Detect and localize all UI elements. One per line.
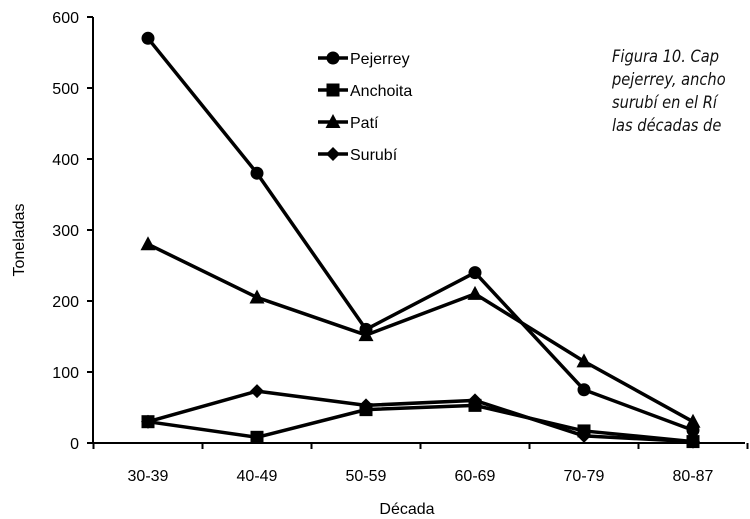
caption-line: Figura 10. Cap (612, 47, 719, 67)
chart-legend: Pejerrey Anchoita Patí Surubí (318, 51, 412, 164)
data-point (468, 393, 482, 408)
legend-item: Patí (318, 114, 379, 132)
data-point (358, 327, 374, 342)
data-point (250, 384, 264, 399)
data-point (576, 353, 592, 368)
figure-caption: Figura 10. Cap pejerrey, ancho surubí en… (612, 46, 750, 138)
y-axis-ticks: 0 100 200 300 400 500 600 (52, 10, 93, 453)
data-point (249, 289, 265, 304)
x-tick-label: 50-59 (346, 468, 387, 485)
data-point (250, 166, 264, 180)
series-surubí (141, 384, 700, 449)
y-tick-label: 400 (52, 152, 79, 169)
data-point (250, 430, 264, 444)
series-patí (140, 236, 701, 428)
y-tick-label: 600 (52, 10, 79, 27)
legend-item: Surubí (318, 147, 398, 164)
x-tick-label: 80-87 (673, 468, 714, 485)
data-point (141, 414, 155, 429)
legend-marker (326, 51, 340, 65)
y-tick-label: 100 (52, 365, 79, 382)
data-point (577, 383, 591, 397)
x-axis-ticks: 30-39 40-49 50-59 60-69 70-79 80-87 (92, 443, 749, 485)
data-point (468, 266, 482, 280)
series-layer (140, 31, 701, 449)
legend-label: Pejerrey (350, 51, 410, 68)
caption-line: las décadas de (612, 116, 722, 136)
x-tick-label: 40-49 (237, 468, 278, 485)
x-tick-label: 70-79 (564, 468, 605, 485)
data-point (140, 236, 156, 251)
y-tick-label: 0 (70, 436, 79, 453)
data-point (686, 434, 700, 449)
y-tick-label: 200 (52, 294, 79, 311)
series-line (146, 37, 694, 432)
legend-marker (326, 83, 340, 97)
x-axis-label: Década (379, 501, 434, 518)
data-point (685, 413, 701, 428)
caption-line: surubí en el Rí (612, 93, 717, 113)
y-tick-label: 300 (52, 223, 79, 240)
y-axis-label: Toneladas (11, 204, 28, 277)
data-point (141, 31, 155, 45)
series-line (147, 403, 694, 444)
series-anchoita (141, 398, 700, 449)
legend-item: Pejerrey (318, 51, 410, 68)
legend-label: Patí (350, 115, 379, 132)
legend-label: Anchoita (350, 83, 412, 100)
data-point (467, 285, 483, 300)
x-tick-label: 30-39 (128, 468, 169, 485)
legend-item: Anchoita (318, 83, 412, 100)
caption-line: pejerrey, ancho (612, 70, 726, 90)
legend-marker (326, 147, 340, 161)
data-point (359, 398, 373, 413)
y-tick-label: 500 (52, 81, 79, 98)
x-tick-label: 60-69 (455, 468, 496, 485)
series-line (147, 389, 694, 444)
legend-marker (325, 114, 341, 128)
series-line (147, 242, 694, 424)
legend-label: Surubí (350, 147, 398, 164)
data-point (577, 428, 591, 443)
